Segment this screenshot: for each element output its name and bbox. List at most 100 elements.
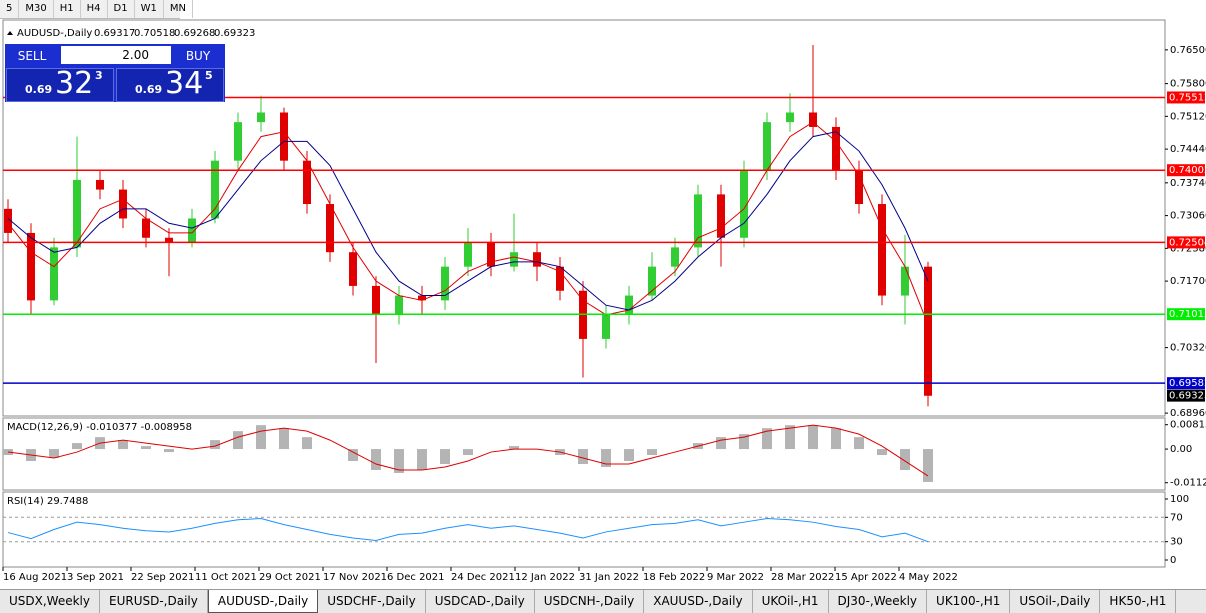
macd-bar [877,449,887,456]
tab[interactable]: DJ30-,Weekly [829,590,928,613]
level-label-box [1167,377,1205,390]
candle-body [27,232,35,301]
lots-input[interactable]: 2.00 [61,46,171,64]
candle-body [326,204,334,253]
level-label: 0.69582 [1169,378,1206,389]
tab[interactable]: USDCAD-,Daily [426,590,535,613]
candle-body [924,266,932,396]
macd-bar [716,437,726,450]
candle-body [395,295,403,315]
macd-bar [463,449,473,456]
tab[interactable]: USDX,Weekly [0,590,100,613]
moving-average [7,131,929,311]
price-label: 0.69323 [1169,391,1206,402]
candle-body [280,112,288,161]
timeframe-button[interactable]: 5 [0,0,20,18]
tab[interactable]: EURUSD-,Daily [100,590,208,613]
ohlc-value: 0.70518 [134,28,175,39]
level-label: 0.75512 [1169,92,1206,103]
trade-panel: SELL 2.00 BUY 0.69 32 3 0.69 34 5 [5,44,225,102]
candle-body [441,266,449,301]
macd-bar [279,428,289,450]
bid-big: 32 [55,66,94,101]
macd-bar [762,428,772,450]
level-label-box [1167,308,1205,321]
candle-body [717,194,725,238]
panel-frame [2,19,1166,417]
tab[interactable]: XAUUSD-,Daily [644,590,753,613]
rsi-line [7,518,929,543]
level-label-box [1167,164,1205,177]
candle-body [832,126,840,171]
timeframe-button[interactable]: M30 [19,0,54,18]
level-label-box [1167,236,1205,249]
x-tick-label: 22 Sep 2021 [131,572,194,583]
x-tick-label: 29 Oct 2021 [259,572,321,583]
bid-small: 3 [95,69,103,82]
x-tick-label: 18 Feb 2022 [643,572,705,583]
collapse-icon [7,31,13,35]
candle-body [188,218,196,243]
macd-bar [923,449,933,482]
x-tick-label: 3 Sep 2021 [67,572,124,583]
tab[interactable]: HK50-,H1 [1100,590,1177,613]
bid-quote[interactable]: 0.69 32 3 [6,66,114,102]
sell-button[interactable]: SELL [17,49,47,63]
tab[interactable]: USOil-,Daily [1010,590,1101,613]
level-label-box [1167,91,1205,104]
tab[interactable]: USDCHF-,Daily [318,590,426,613]
panel-title: RSI(14) 29.7488 [7,496,88,507]
tab[interactable]: UKOil-,H1 [753,590,829,613]
macd-bar [831,428,841,450]
macd-bar [647,449,657,456]
candle-body [142,218,150,238]
macd-bar [371,449,381,470]
level-label: 0.74002 [1169,165,1206,176]
tab[interactable]: UK100-,H1 [927,590,1011,613]
x-tick-label: 31 Jan 2022 [579,572,639,583]
buy-button[interactable]: BUY [185,49,211,63]
level-label: 0.72504 [1169,237,1206,248]
y-tick-label: 0 [1170,555,1176,566]
timeframe-button[interactable]: H4 [81,0,108,18]
candle-body [464,242,472,267]
timeframe-button[interactable]: H1 [54,0,81,18]
candle-body [901,266,909,296]
timeframe-button[interactable]: W1 [135,0,164,18]
macd-bar [440,449,450,465]
y-tick-label: -0.01126 [1170,478,1206,489]
candle-body [602,314,610,339]
macd-bar [900,449,910,470]
timeframe-button[interactable]: D1 [108,0,135,18]
macd-bar [210,440,220,450]
macd-bar [808,425,818,450]
signal-line [7,424,929,477]
candle-body [119,189,127,219]
ask-quote[interactable]: 0.69 34 5 [116,66,224,102]
candle-body [349,252,357,286]
macd-bar [417,449,427,470]
toolbar: 5 M30 H1 H4 D1 W1 MN [0,0,193,19]
x-tick-label: 6 Dec 2021 [387,572,445,583]
x-tick-label: 28 Mar 2022 [771,572,834,583]
macd-bar [739,434,749,450]
candle-body [234,122,242,161]
candle-body [96,179,104,190]
macd-bar [785,425,795,450]
candle-body [50,247,58,301]
timeframe-button[interactable]: MN [164,0,193,18]
macd-bar [854,437,864,450]
y-tick-label: 0.00 [1170,444,1192,455]
x-tick-label: 17 Nov 2021 [323,572,387,583]
candle-body [372,285,380,315]
tab[interactable]: AUDUSD-,Daily [207,590,319,613]
candle-body [211,160,219,219]
tab[interactable]: USDCNH-,Daily [535,590,645,613]
candle-body [257,112,265,123]
